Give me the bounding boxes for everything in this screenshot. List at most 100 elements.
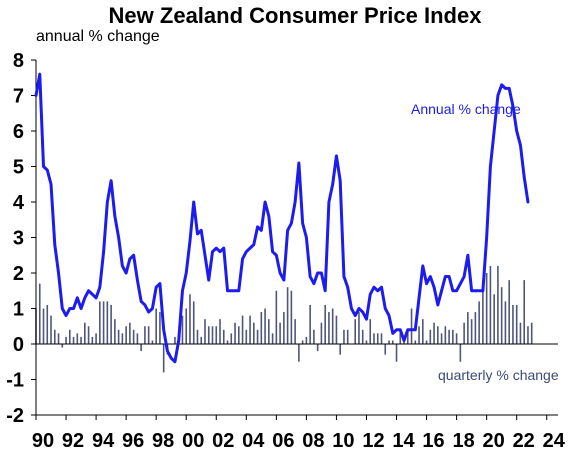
- quarterly-bar: [151, 340, 154, 344]
- quarterly-bar: [38, 283, 41, 344]
- quarterly-bar: [380, 333, 383, 344]
- x-tick-label: 00: [182, 430, 204, 452]
- quarterly-bar: [512, 304, 514, 344]
- quarterly-bar: [429, 329, 432, 344]
- x-tick-label: 06: [272, 430, 294, 452]
- quarterly-bar: [144, 326, 146, 344]
- quarterly-bar: [200, 336, 203, 344]
- y-axis-label: annual % change: [36, 28, 160, 45]
- y-tick-label: 4: [13, 192, 25, 214]
- quarterly-bar: [84, 322, 86, 344]
- quarterly-bar: [463, 322, 465, 344]
- quarterly-bar: [384, 344, 387, 355]
- quarterly-bar: [215, 326, 218, 344]
- y-tick-label: 1: [13, 299, 24, 321]
- quarterly-bar: [42, 308, 45, 344]
- quarterly-bar: [174, 336, 176, 344]
- quarterly-bar: [147, 326, 150, 344]
- quarterly-bar: [50, 315, 52, 344]
- quarterly-bar: [117, 329, 120, 344]
- y-tick-label: 8: [13, 50, 24, 72]
- quarterly-bar: [414, 340, 417, 344]
- quarterly-bar: [504, 301, 507, 344]
- x-tick-label: 20: [483, 430, 505, 452]
- quarterly-bar: [527, 326, 529, 344]
- quarterly-bar: [268, 319, 270, 344]
- quarterly-bar: [275, 290, 278, 344]
- quarterly-bar: [343, 329, 345, 344]
- quarterly-bar: [346, 329, 349, 344]
- quarterly-bar: [57, 333, 60, 344]
- quarterly-bar: [440, 333, 443, 344]
- quarterly-bar: [320, 322, 323, 344]
- quarterly-bar: [478, 301, 480, 344]
- quarterly-bar: [249, 315, 251, 344]
- y-tick-label: 3: [13, 228, 24, 250]
- quarterly-bar: [309, 304, 311, 344]
- y-tick-label: 0: [13, 334, 24, 356]
- quarterly-bar: [189, 294, 191, 344]
- quarterly-bar: [358, 312, 360, 344]
- x-tick-label: 92: [62, 430, 84, 452]
- quarterly-bar: [410, 308, 413, 344]
- quarterly-bar: [422, 319, 424, 344]
- quarterly-bar: [339, 344, 341, 355]
- quarterly-bar: [305, 336, 308, 344]
- quarterly-bar: [437, 326, 439, 344]
- quarterly-bar: [452, 329, 454, 344]
- quarterly-bar: [482, 290, 484, 344]
- quarterly-bar: [125, 326, 127, 344]
- quarterly-bar: [260, 312, 263, 344]
- quarterly-bar: [53, 329, 56, 344]
- quarterly-bar: [95, 333, 97, 344]
- quarterly-bar: [313, 329, 315, 344]
- quarterly-bar: [369, 319, 372, 344]
- quarterly-bar: [219, 319, 221, 344]
- quarterly-bar: [395, 344, 398, 362]
- chart-title: New Zealand Consumer Price Index: [109, 3, 483, 28]
- quarterly-bar: [433, 322, 435, 344]
- quarterly-bar: [110, 304, 112, 344]
- quarterly-bar: [159, 312, 161, 344]
- quarterly-bar: [361, 329, 364, 344]
- quarterly-bar: [391, 340, 394, 344]
- y-tick-label: 5: [13, 157, 24, 179]
- quarterly-bar: [418, 326, 420, 344]
- quarterly-bar: [185, 308, 188, 344]
- quarterly-bar: [444, 326, 447, 344]
- quarterly-bar: [388, 340, 390, 344]
- quarterly-bar: [80, 336, 82, 344]
- quarterly-bar: [106, 301, 109, 344]
- x-tick-label: 10: [332, 430, 354, 452]
- quarterly-bar: [204, 319, 206, 344]
- quarterly-bar: [241, 315, 244, 344]
- quarterly-bar: [192, 301, 195, 344]
- x-tick-label: 12: [362, 430, 384, 452]
- x-tick-label: 08: [302, 430, 324, 452]
- quarterly-bar: [46, 304, 49, 344]
- quarterly-bar: [162, 344, 165, 373]
- quarterly-bar: [376, 333, 379, 344]
- quarterly-bar: [515, 304, 518, 344]
- quarterly-bar: [519, 322, 522, 344]
- quarterly-bar: [65, 336, 67, 344]
- quarterly-bar: [61, 344, 64, 348]
- quarterly-bar: [459, 344, 462, 362]
- quarterly-bar: [253, 322, 255, 344]
- quarterly-bar: [500, 287, 503, 344]
- quarterly-series-label: quarterly % change: [438, 367, 559, 383]
- quarterly-bar: [132, 329, 135, 344]
- quarterly-bar: [136, 333, 139, 344]
- x-tick-label: 18: [452, 430, 474, 452]
- quarterly-bar: [91, 336, 94, 344]
- quarterly-bar: [196, 329, 199, 344]
- annual-series-label: Annual % change: [411, 101, 521, 117]
- quarterly-bar: [155, 308, 157, 344]
- quarterly-bar: [207, 326, 210, 344]
- quarterly-bar: [301, 340, 304, 344]
- quarterly-bar: [399, 329, 402, 344]
- quarterly-bar: [455, 333, 458, 344]
- quarterly-bar: [286, 287, 289, 344]
